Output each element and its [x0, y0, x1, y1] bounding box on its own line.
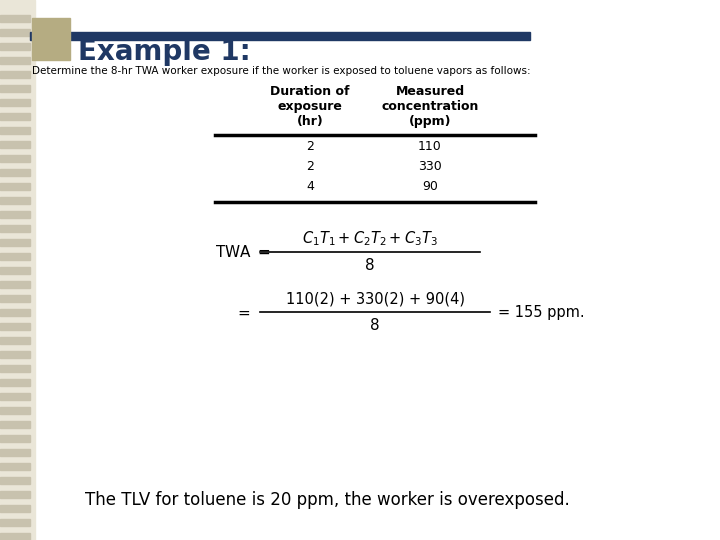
- Bar: [0, 323, 30, 330]
- Text: 2: 2: [306, 140, 314, 153]
- Bar: [0, 309, 30, 316]
- Bar: [0, 239, 30, 246]
- Bar: [0, 421, 30, 428]
- Bar: [0, 183, 30, 190]
- Bar: [30, 32, 530, 40]
- Text: TWA $=$: TWA $=$: [215, 244, 271, 260]
- Text: = 155 ppm.: = 155 ppm.: [498, 305, 585, 320]
- Bar: [0, 295, 30, 302]
- Bar: [0, 477, 30, 484]
- Bar: [0, 351, 30, 358]
- Bar: [0, 43, 30, 50]
- Text: 8: 8: [365, 258, 375, 273]
- Text: 2: 2: [306, 160, 314, 173]
- Bar: [0, 435, 30, 442]
- Bar: [0, 519, 30, 526]
- Bar: [0, 281, 30, 288]
- Text: Measured
concentration
(ppm): Measured concentration (ppm): [382, 85, 479, 128]
- Bar: [0, 225, 30, 232]
- Bar: [0, 379, 30, 386]
- Text: 110: 110: [418, 140, 442, 153]
- Bar: [0, 505, 30, 512]
- Bar: [0, 29, 30, 36]
- Text: 8: 8: [370, 318, 380, 333]
- Text: 4: 4: [306, 180, 314, 193]
- Bar: [0, 393, 30, 400]
- Bar: [0, 533, 30, 540]
- Bar: [0, 253, 30, 260]
- Bar: [0, 99, 30, 106]
- Bar: [0, 127, 30, 134]
- Text: The TLV for toluene is 20 ppm, the worker is overexposed.: The TLV for toluene is 20 ppm, the worke…: [85, 491, 570, 509]
- Bar: [0, 155, 30, 162]
- Text: Example 1:: Example 1:: [78, 38, 251, 66]
- Text: 90: 90: [422, 180, 438, 193]
- Bar: [0, 57, 30, 64]
- Bar: [0, 365, 30, 372]
- Bar: [0, 15, 30, 22]
- Bar: [0, 0, 35, 540]
- Bar: [0, 407, 30, 414]
- Bar: [0, 449, 30, 456]
- Bar: [0, 211, 30, 218]
- Bar: [32, 18, 70, 60]
- Bar: [0, 169, 30, 176]
- Text: $=$: $=$: [235, 305, 251, 320]
- Bar: [0, 71, 30, 78]
- Bar: [0, 463, 30, 470]
- Bar: [0, 85, 30, 92]
- Bar: [0, 491, 30, 498]
- Text: $\mathit{C}_1\mathit{T}_1 + \mathit{C}_2\mathit{T}_2 + \mathit{C}_3\mathit{T}_3$: $\mathit{C}_1\mathit{T}_1 + \mathit{C}_2…: [302, 230, 438, 248]
- Bar: [0, 267, 30, 274]
- Bar: [0, 197, 30, 204]
- Bar: [0, 337, 30, 344]
- Text: 330: 330: [418, 160, 442, 173]
- Bar: [0, 113, 30, 120]
- Text: Determine the 8-hr TWA worker exposure if the worker is exposed to toluene vapor: Determine the 8-hr TWA worker exposure i…: [32, 66, 531, 76]
- Text: Duration of
exposure
(hr): Duration of exposure (hr): [270, 85, 350, 128]
- Text: 110(2) + 330(2) + 90(4): 110(2) + 330(2) + 90(4): [286, 292, 464, 307]
- Bar: [0, 141, 30, 148]
